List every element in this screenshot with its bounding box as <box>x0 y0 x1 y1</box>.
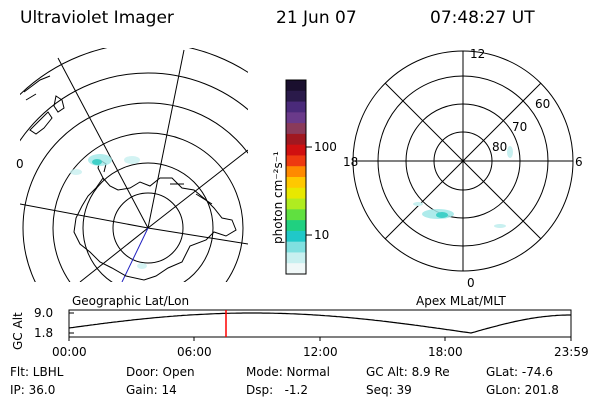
colorbar-segment <box>286 123 306 135</box>
colorbar-segment <box>286 177 306 189</box>
intensity-colorbar <box>286 80 306 275</box>
mlat-label-70: 70 <box>512 120 528 134</box>
colorbar-segment <box>286 166 306 178</box>
colorbar-segment <box>286 230 306 243</box>
aurora-spots-right <box>413 146 513 228</box>
mlt-line-diag-2 <box>384 82 542 240</box>
coastline-fragments <box>23 75 213 205</box>
colorbar-segment <box>286 252 306 264</box>
altitude-y-ticks <box>69 312 74 334</box>
latitude-circles <box>20 48 248 282</box>
altitude-tick-1-8: 1.8 <box>34 326 54 340</box>
meridian-blue <box>121 227 149 282</box>
colorbar-segment <box>286 90 306 103</box>
polar-mlt-plot <box>352 50 574 272</box>
mlt-label-6: 6 <box>575 155 583 169</box>
gain-info: Gain: 14 <box>126 383 177 397</box>
glon-info: GLon: 201.8 <box>486 383 559 397</box>
altitude-x-ticks <box>68 337 572 341</box>
coastline-new-zealand <box>29 95 65 135</box>
mlt-label-0: 0 <box>467 276 475 290</box>
longitude-lines <box>20 49 248 282</box>
mlat-label-80: 80 <box>492 140 508 154</box>
colorbar-segment <box>286 198 306 210</box>
colorbar-segment <box>286 80 306 92</box>
colorbar-segment <box>286 133 306 146</box>
mode-info: Mode: Normal <box>246 365 330 379</box>
coastline-antarctica <box>73 177 237 281</box>
colorbar-frame <box>285 79 307 275</box>
colorbar-segment <box>286 112 306 124</box>
time-tick-1800: 18:00 <box>428 345 463 359</box>
colorbar-segment <box>286 209 306 221</box>
colorbar-segment <box>286 144 306 156</box>
gc-alt-info: GC Alt: 8.9 Re <box>366 365 450 379</box>
colorbar-segment <box>286 187 306 200</box>
time-tick-1200: 12:00 <box>303 345 338 359</box>
geographic-map <box>20 48 248 282</box>
colorbar-segment <box>286 241 306 253</box>
observation-date: 21 Jun 07 <box>276 8 357 28</box>
mlat-label-60: 60 <box>535 97 551 111</box>
observation-time: 07:48:27 UT <box>430 8 535 28</box>
door-info: Door: Open <box>126 365 195 379</box>
altitude-tick-9: 9.0 <box>34 306 54 320</box>
glat-info: GLat: -74.6 <box>486 365 553 379</box>
geographic-panel-label: Geographic Lat/Lon <box>72 294 190 308</box>
altitude-plot-frame <box>68 309 572 338</box>
colorbar-segment <box>286 155 306 167</box>
time-tick-0000: 00:00 <box>52 345 87 359</box>
colorbar-tick-10: 10 <box>314 228 330 242</box>
filter-info: Flt: LBHL <box>10 365 64 379</box>
seq-info: Seq: 39 <box>366 383 412 397</box>
altitude-axis-title: GC Alt <box>11 312 25 350</box>
aurora-spots-left <box>70 154 147 269</box>
time-tick-0600: 06:00 <box>177 345 212 359</box>
colorbar-tick-100: 100 <box>314 140 337 154</box>
time-tick-2359: 23:59 <box>554 345 589 359</box>
orbit-altitude-curve <box>68 312 571 334</box>
magnetic-panel-label: Apex MLat/MLT <box>416 294 506 308</box>
instrument-title: Ultraviolet Imager <box>20 8 174 28</box>
colorbar-segment <box>286 220 306 232</box>
colorbar-segment <box>286 101 306 113</box>
map-edge-label: 0 <box>16 157 24 171</box>
ip-info: IP: 36.0 <box>10 383 56 397</box>
mlt-label-18: 18 <box>343 155 359 169</box>
colorbar-unit-label: photon cm⁻²s⁻¹ <box>271 151 285 244</box>
colorbar-segment <box>286 263 306 275</box>
altitude-plot <box>68 309 572 341</box>
colorbar-ticks <box>306 146 312 236</box>
mlt-label-12: 12 <box>470 47 486 61</box>
dsp-info: Dsp: -1.2 <box>246 383 309 397</box>
